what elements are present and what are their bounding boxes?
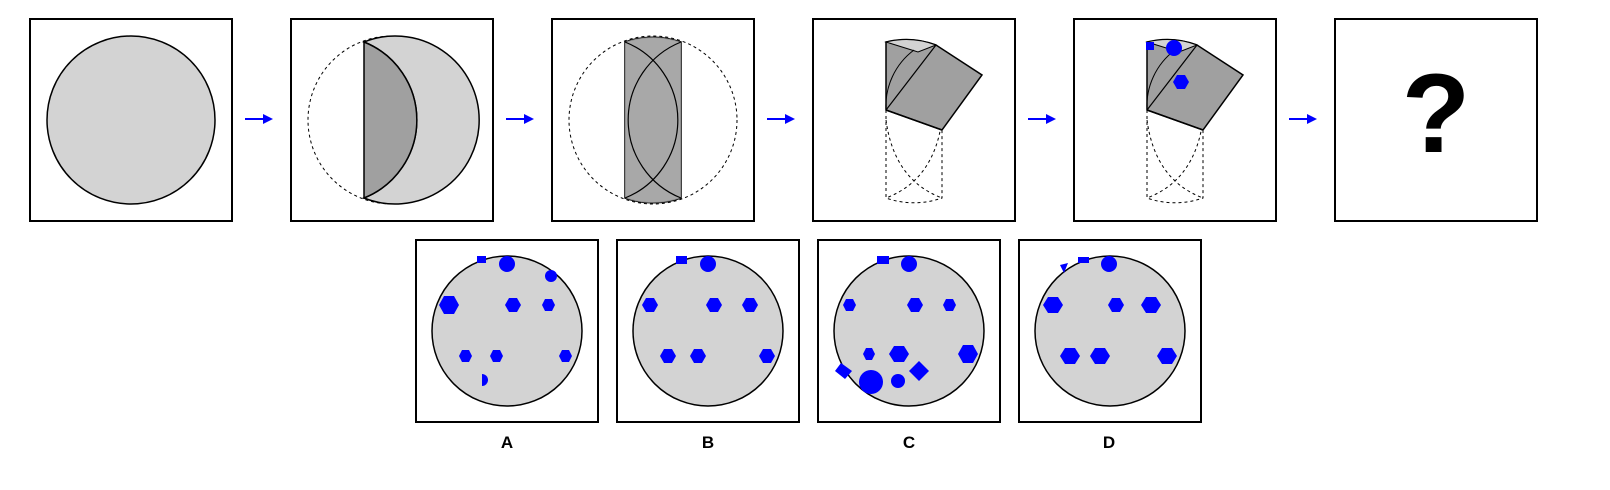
hexagon-hole xyxy=(459,350,472,362)
fold-curve-left xyxy=(624,41,679,199)
square-hole xyxy=(477,256,486,263)
square-hole-rotated xyxy=(909,361,929,381)
arrow-icon xyxy=(506,114,534,124)
fold-arc xyxy=(885,49,915,111)
step-2-figure xyxy=(307,35,480,205)
circle-hole xyxy=(700,256,716,272)
step-3-panel xyxy=(551,18,755,222)
step-1-panel xyxy=(29,18,233,222)
arrow-icon xyxy=(245,114,273,124)
option-b-panel[interactable] xyxy=(616,239,800,423)
option-a-label: A xyxy=(500,433,514,452)
question-mark: ? xyxy=(1401,51,1471,176)
option-a-figure xyxy=(431,255,583,407)
option-d-panel[interactable] xyxy=(1018,239,1202,423)
folded-flap xyxy=(363,40,418,200)
circle-hole xyxy=(499,256,515,272)
fold-line-inner xyxy=(885,44,937,111)
hexagon-hole xyxy=(742,298,758,312)
step-2-panel xyxy=(290,18,494,222)
arrow-icon xyxy=(767,114,795,124)
inner-fold-layer xyxy=(625,37,681,203)
hexagon-hole xyxy=(1090,348,1110,364)
hexagon-hole xyxy=(1173,75,1189,89)
hexagon-hole xyxy=(1157,348,1177,364)
hexagon-hole xyxy=(863,348,875,360)
hexagon-hole xyxy=(642,298,658,312)
half-circle-hole xyxy=(482,374,488,386)
hexagon-hole xyxy=(542,299,555,311)
option-c-figure xyxy=(833,255,985,407)
step-5-figure xyxy=(1145,38,1245,204)
hexagon-hole xyxy=(690,349,706,363)
option-b-label: B xyxy=(701,433,715,452)
original-outline xyxy=(568,35,738,205)
fold-line-inner xyxy=(1146,44,1198,111)
hexagon-hole xyxy=(943,299,956,311)
circle-hole xyxy=(1166,40,1182,56)
paper-circle xyxy=(46,35,216,205)
hexagon-hole xyxy=(706,298,722,312)
hexagon-hole xyxy=(1043,297,1063,313)
circle-hole xyxy=(545,270,557,282)
fold-crease-bottom xyxy=(1146,109,1204,131)
arrow-icon xyxy=(1028,114,1056,124)
hexagon-hole xyxy=(660,349,676,363)
step-4-panel xyxy=(812,18,1016,222)
circle-hole xyxy=(1101,256,1117,272)
hexagon-hole xyxy=(490,350,503,362)
circle-hole xyxy=(859,370,883,394)
option-c-panel[interactable] xyxy=(817,239,1001,423)
square-hole xyxy=(877,256,889,264)
paper-circle xyxy=(431,255,583,407)
hexagon-hole xyxy=(439,296,459,314)
option-a-panel[interactable] xyxy=(415,239,599,423)
answer-panel: ? xyxy=(1334,18,1538,222)
circle-hole xyxy=(901,256,917,272)
arrow-icon xyxy=(1289,114,1317,124)
hexagon-hole xyxy=(958,345,978,363)
fold-curve-right xyxy=(627,41,682,199)
partial-hole xyxy=(1060,263,1068,273)
hexagon-hole xyxy=(1060,348,1080,364)
square-hole xyxy=(1078,257,1089,263)
hexagon-hole xyxy=(1141,297,1161,313)
folded-away-curves xyxy=(885,119,943,199)
top-layer xyxy=(1146,38,1245,131)
hexagon-hole xyxy=(843,299,856,311)
hexagon-hole xyxy=(759,349,775,363)
hexagon-hole xyxy=(907,298,923,312)
square-hole-rotated xyxy=(835,363,852,379)
option-d-label: D xyxy=(1102,433,1116,452)
square-hole xyxy=(676,256,687,264)
step-1-figure xyxy=(46,35,216,205)
step-4-figure xyxy=(884,38,984,204)
paper-circle xyxy=(1034,255,1186,407)
top-cap xyxy=(884,39,938,53)
step-5-panel xyxy=(1073,18,1277,222)
paper-circle xyxy=(632,255,784,407)
top-layer xyxy=(885,38,984,131)
hexagon-hole xyxy=(559,350,572,362)
option-b-figure xyxy=(632,255,784,407)
folded-away-curves xyxy=(1146,119,1204,199)
hexagon-hole xyxy=(889,346,909,362)
step-3-figure xyxy=(568,35,738,205)
hexagon-hole xyxy=(1108,298,1124,312)
fold-crease-bottom xyxy=(885,109,943,131)
paper-circle xyxy=(833,255,985,407)
option-c-label: C xyxy=(902,433,916,452)
circle-hole xyxy=(891,374,905,388)
hexagon-hole xyxy=(505,298,521,312)
square-hole xyxy=(1146,42,1154,50)
option-d-figure xyxy=(1034,255,1186,407)
